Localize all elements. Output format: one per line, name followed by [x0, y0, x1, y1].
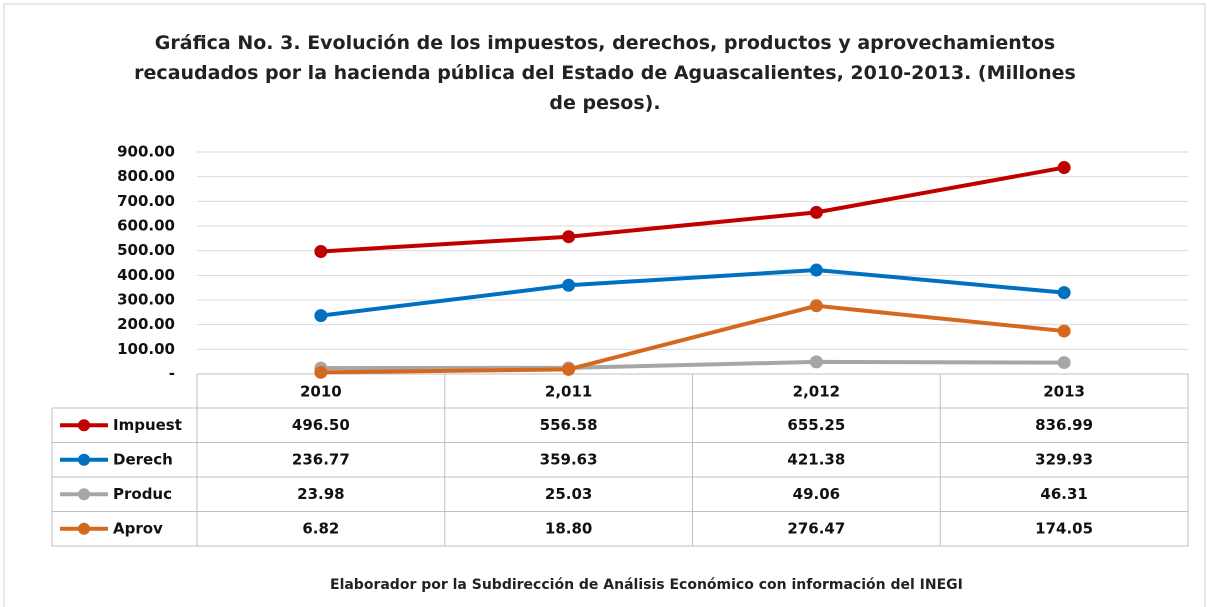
y-tick-label: -	[169, 365, 175, 383]
series-line	[320, 165, 1065, 254]
y-tick-label: 200.00	[117, 315, 175, 333]
table-value: 46.31	[1040, 485, 1087, 503]
frame	[3, 3, 1206, 607]
x-tick-label: 2013	[1043, 383, 1085, 401]
y-tick-label: 500.00	[117, 241, 175, 259]
y-tick-label: 300.00	[117, 291, 175, 309]
legend-label: Derech	[113, 450, 173, 468]
series-line	[320, 268, 1065, 318]
table-value: 329.93	[1035, 450, 1093, 468]
series-line	[320, 359, 1065, 371]
legend-label: Aprov	[113, 519, 163, 537]
series-marker	[314, 245, 328, 259]
series-marker	[1057, 356, 1071, 370]
table-value: 25.03	[545, 485, 592, 503]
table-value: 496.50	[292, 416, 350, 434]
table-value: 359.63	[540, 450, 598, 468]
x-tick-label: 2,011	[545, 383, 592, 401]
legend-swatch	[78, 453, 90, 466]
y-tick-label: 700.00	[117, 192, 175, 210]
legend-swatch	[78, 419, 90, 432]
series-marker	[314, 365, 328, 379]
x-tick-label: 2,012	[793, 383, 840, 401]
table-value: 18.80	[545, 519, 592, 537]
y-tick-label: 600.00	[117, 217, 175, 235]
y-tick-label: 400.00	[117, 266, 175, 284]
series-marker	[562, 362, 576, 376]
table-value: 236.77	[292, 450, 350, 468]
series-marker	[809, 263, 823, 277]
legend-swatch	[78, 488, 90, 501]
y-tick-label: 100.00	[117, 340, 175, 358]
table-value: 276.47	[787, 519, 845, 537]
series-marker	[562, 278, 576, 292]
series-marker	[562, 230, 576, 244]
series-marker	[1057, 324, 1071, 338]
series-marker	[809, 355, 823, 369]
series-marker	[1057, 161, 1071, 175]
table-value: 836.99	[1035, 416, 1093, 434]
source-note: Elaborador por la Subdirección de Anális…	[330, 577, 963, 593]
table-value: 421.38	[787, 450, 845, 468]
table-value: 49.06	[793, 485, 840, 503]
x-tick-label: 2010	[300, 383, 342, 401]
table-value: 23.98	[297, 485, 344, 503]
series-marker	[809, 299, 823, 313]
series-marker	[1057, 286, 1071, 300]
legend-label: Produc	[113, 485, 172, 503]
series-line	[320, 303, 1065, 375]
legend-label: Impuest	[113, 416, 182, 434]
table-value: 655.25	[787, 416, 845, 434]
y-tick-label: 800.00	[117, 167, 175, 185]
y-tick-label: 900.00	[117, 143, 175, 161]
table-value: 556.58	[540, 416, 598, 434]
table-value: 174.05	[1035, 519, 1093, 537]
series-marker	[314, 309, 328, 323]
series-marker	[809, 205, 823, 219]
legend-swatch	[78, 522, 90, 535]
chart-title: Gráfica No. 3. Evolución de los impuesto…	[134, 32, 1076, 114]
table-value: 6.82	[302, 519, 339, 537]
